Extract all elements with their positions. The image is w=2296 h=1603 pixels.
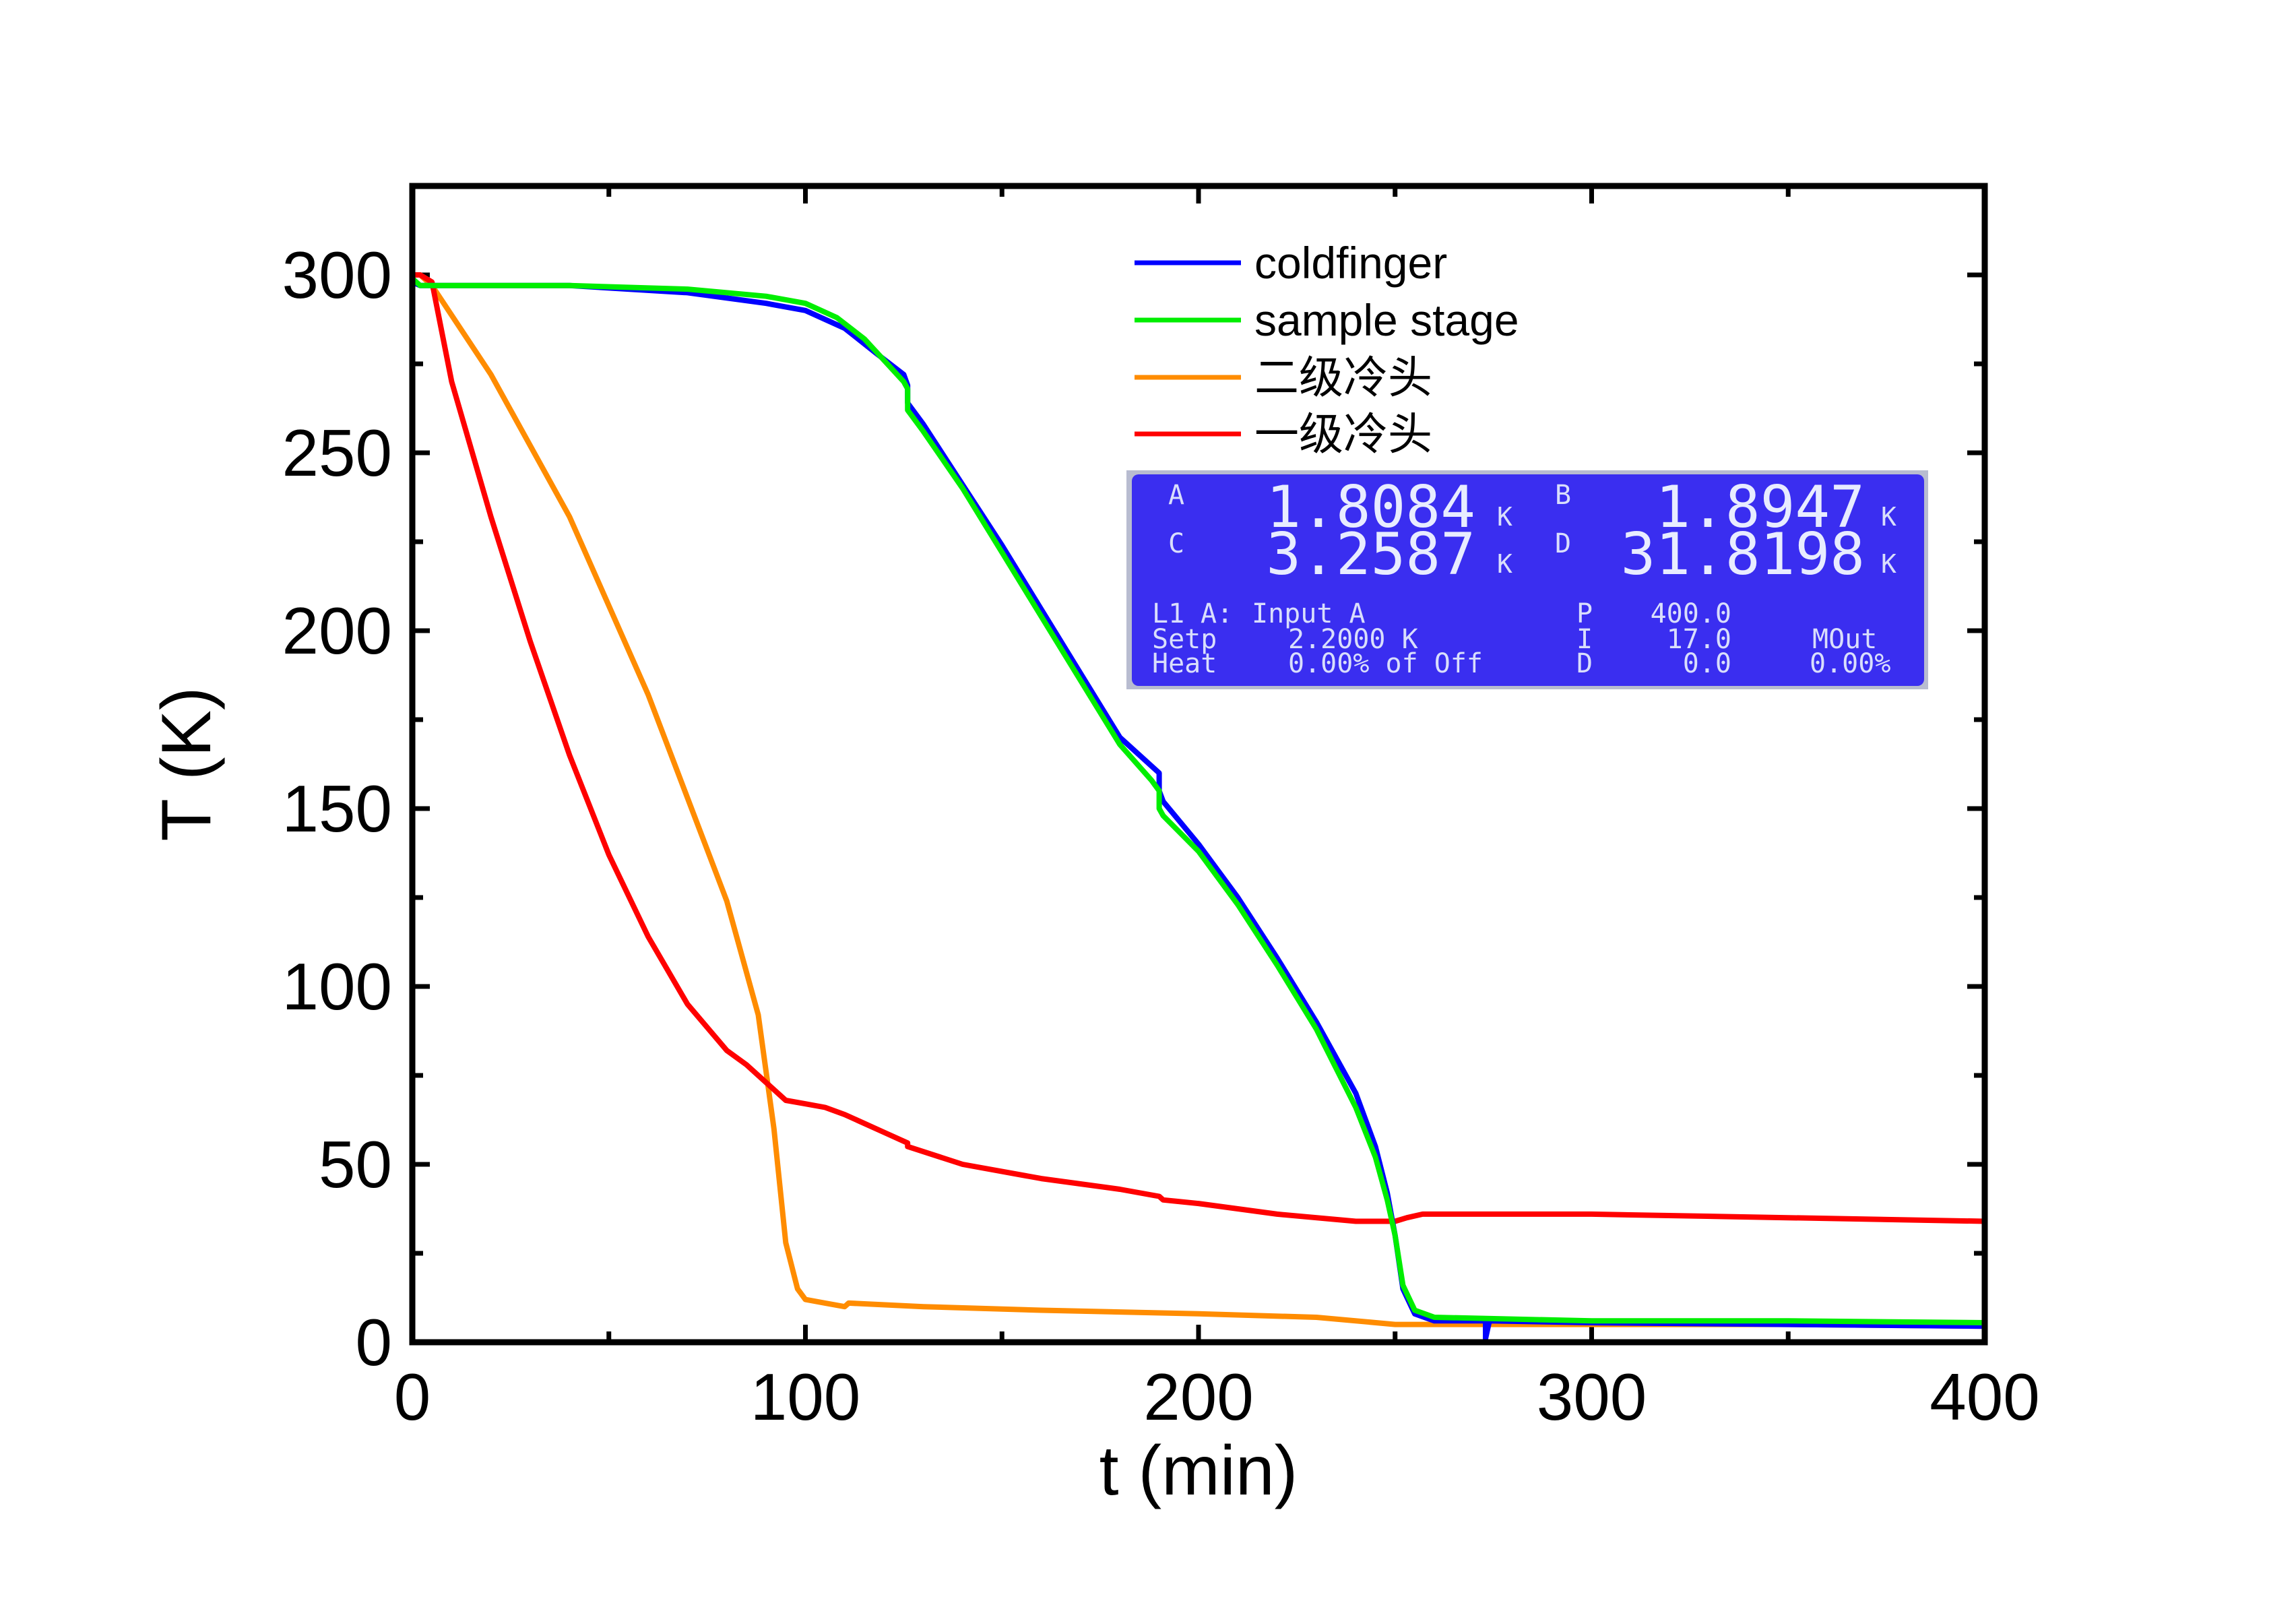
y-axis-title: T (K): [148, 687, 226, 841]
y-tick-label: 300: [282, 238, 392, 312]
lcd-mout-value: 0.00%: [1810, 648, 1890, 679]
lcd-i-value: 17.0: [1667, 624, 1731, 655]
lcd-display: A 1.8084 K B 1.8947 K C 3.2587 K D 31.81…: [1126, 470, 1928, 689]
lcd-channel-d-unit: K: [1881, 549, 1896, 579]
legend-label-first-stage-coldhead: 一级冷头: [1254, 409, 1432, 459]
series-line-sample-stage: [410, 276, 1987, 1325]
y-tick-label: 100: [282, 949, 392, 1024]
lcd-screen: [1132, 474, 1924, 686]
lcd-channel-c-unit: K: [1497, 549, 1512, 579]
y-tick-label: 200: [282, 594, 392, 668]
y-tick-label: 50: [319, 1127, 392, 1201]
lcd-channel-b-letter: B: [1555, 480, 1571, 511]
lcd-input-value: Input A: [1252, 598, 1366, 629]
legend-label-sample-stage: sample stage: [1254, 295, 1519, 345]
x-axis-title: t (min): [1099, 1432, 1298, 1510]
series-line-coldfinger: [410, 279, 1987, 1342]
lcd-i-label: I: [1576, 624, 1593, 655]
lcd-mout-label: MOut: [1812, 624, 1877, 655]
lcd-channel-a-letter: A: [1168, 480, 1184, 511]
y-tick-label: 0: [355, 1305, 392, 1379]
lcd-setp-value: 2.2000 K: [1288, 624, 1418, 655]
lcd-p-value: 400.0: [1651, 598, 1731, 629]
lcd-channel-b-unit: K: [1881, 502, 1896, 532]
x-tick-label: 200: [1143, 1360, 1254, 1434]
data-series: [410, 272, 1987, 1342]
lcd-channel-c-value: 3.2587: [1266, 521, 1475, 588]
x-tick-label: 0: [394, 1360, 431, 1434]
lcd-channel-d-letter: D: [1555, 528, 1571, 559]
plot-frame: [409, 183, 1988, 1346]
lcd-setp-label: Setp: [1152, 624, 1217, 655]
lcd-heat-value: 0.00% of Off: [1288, 648, 1483, 679]
x-tick-label: 300: [1537, 1360, 1647, 1434]
legend-label-coldfinger: coldfinger: [1254, 238, 1447, 288]
lcd-loop-suffix: A:: [1201, 598, 1233, 629]
x-tick-label: 100: [751, 1360, 861, 1434]
legend-label-second-stage-coldhead: 二级冷头: [1254, 352, 1432, 402]
lcd-channel-c-letter: C: [1168, 528, 1184, 559]
series-line-second-stage-coldhead: [410, 272, 1987, 1329]
tick-labels: 0 100 200 300 400 0 50 100 150 200 250 300: [282, 238, 2039, 1434]
lcd-channel-b-value: 1.8947: [1655, 474, 1865, 541]
legend: coldfinger sample stage 二级冷头 一级冷头: [1135, 238, 1519, 459]
y-tick-label: 250: [282, 416, 392, 490]
lcd-d-label: D: [1576, 648, 1593, 679]
lcd-channel-a-value: 1.8084: [1266, 474, 1475, 541]
lcd-d-value: 0.0: [1683, 648, 1731, 679]
lcd-heat-label: Heat: [1152, 648, 1217, 679]
lcd-p-label: P: [1576, 598, 1593, 629]
lcd-channel-a-unit: K: [1497, 502, 1512, 532]
x-tick-label: 400: [1930, 1360, 2040, 1434]
lcd-channel-d-value: 31.8198: [1621, 521, 1865, 588]
lcd-loop-label: L1: [1152, 598, 1184, 629]
y-tick-label: 150: [282, 772, 392, 846]
series-line-first-stage-coldhead: [410, 272, 1987, 1224]
axis-ticks: [410, 183, 1987, 1345]
